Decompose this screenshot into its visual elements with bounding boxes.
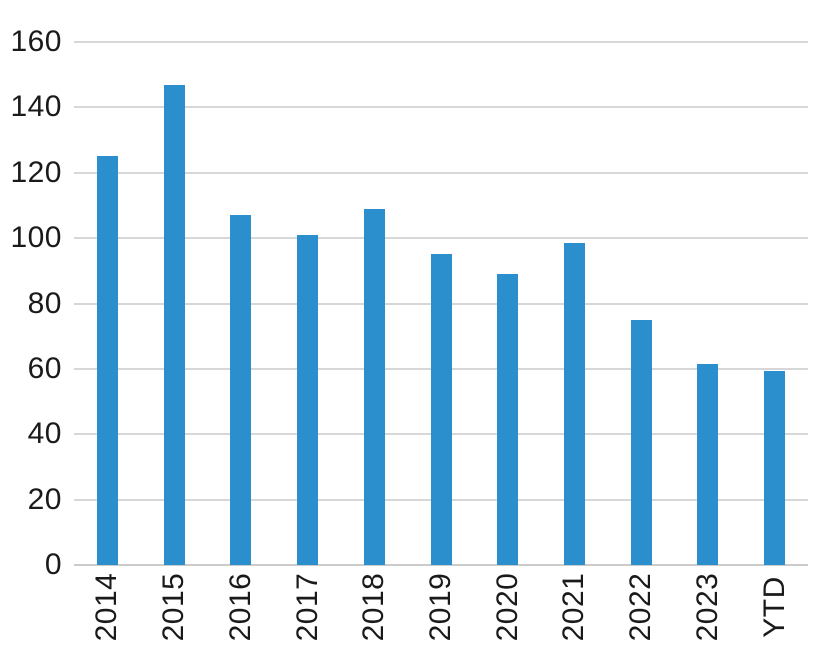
x-tick-label-2018: 2018 [357, 572, 391, 642]
bar-2016 [230, 215, 252, 565]
y-tick-label-120: 120 [10, 155, 62, 189]
y-tick-label-100: 100 [10, 221, 62, 255]
x-tick-label-2021: 2021 [557, 572, 591, 642]
bar-YTD [764, 370, 786, 565]
x-tick-label-2016: 2016 [223, 572, 257, 642]
bar-2014 [96, 156, 118, 565]
x-axis-baseline [74, 564, 808, 566]
bar-2018 [363, 208, 385, 565]
x-tick-label-2019: 2019 [424, 572, 457, 642]
gridline-100 [74, 237, 808, 240]
x-tick-label-2014: 2014 [90, 572, 124, 642]
gridline-160 [74, 41, 808, 43]
y-tick-label-80: 80 [27, 286, 62, 320]
bar-2021 [563, 243, 585, 565]
plot-area [74, 41, 808, 566]
gridline-140 [74, 106, 808, 109]
y-tick-label-0: 0 [44, 548, 62, 581]
y-tick-label-160: 160 [10, 25, 62, 58]
x-axis: 2014 2015 2016 2017 2018 2019 2020 2021 2022 2023… [74, 570, 808, 655]
y-tick-label-60: 60 [27, 351, 62, 385]
y-tick-label-20: 20 [27, 482, 62, 516]
x-tick-label-YTD: YTD [757, 576, 791, 638]
bar-2017 [297, 234, 319, 565]
x-tick-label-2015: 2015 [157, 572, 191, 642]
x-tick-label-2022: 2022 [624, 572, 658, 642]
y-tick-label-40: 40 [27, 417, 62, 451]
bar-2015 [163, 84, 185, 565]
y-axis: 0 20 40 60 80 100 120 140 160 [0, 27, 62, 580]
bar-2023 [697, 363, 719, 565]
bar-2022 [630, 319, 652, 565]
x-tick-label-2023: 2023 [690, 572, 724, 642]
gridline-120 [74, 171, 808, 174]
bar-2019 [430, 254, 452, 565]
y-tick-label-140: 140 [10, 90, 62, 124]
x-tick-label-2020: 2020 [490, 572, 524, 642]
bar-2020 [497, 274, 519, 565]
x-tick-label-2017: 2017 [290, 572, 324, 642]
